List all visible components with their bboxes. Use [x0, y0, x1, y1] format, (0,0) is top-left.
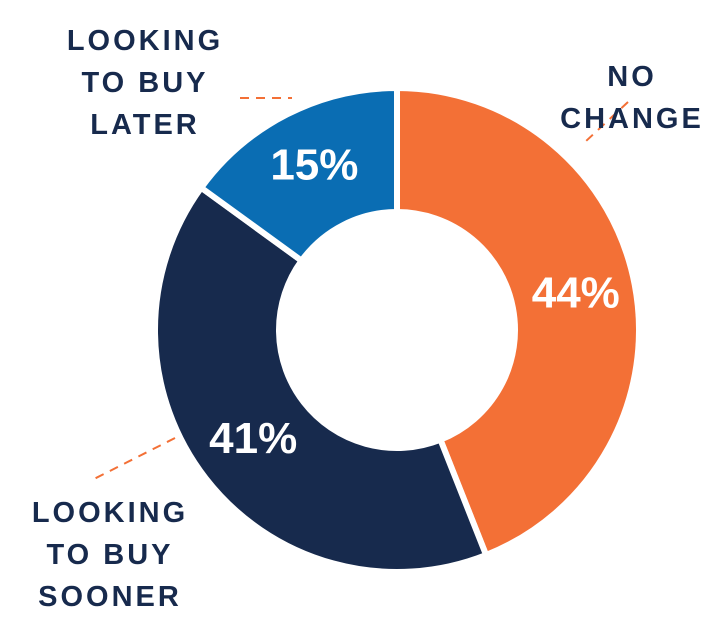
- slice: [152, 183, 490, 571]
- leader-line: [91, 437, 176, 481]
- leader-line: [584, 101, 629, 143]
- value-label: 15%: [270, 140, 358, 189]
- slice: [197, 84, 400, 265]
- slice: [394, 84, 642, 559]
- category-label: LOOKING TO BUY LATER: [66, 25, 224, 141]
- page: 44% 41% 15% NO CHANGE LOOKING TO BUY SOONE…: [31, 25, 704, 613]
- category-label: LOOKING TO BUY SOONER: [31, 497, 189, 613]
- category-label: NO CHANGE: [560, 61, 704, 135]
- value-label: 41%: [209, 414, 297, 463]
- value-label: 44%: [532, 269, 620, 318]
- chart: 44% 41% 15%: [91, 84, 642, 571]
